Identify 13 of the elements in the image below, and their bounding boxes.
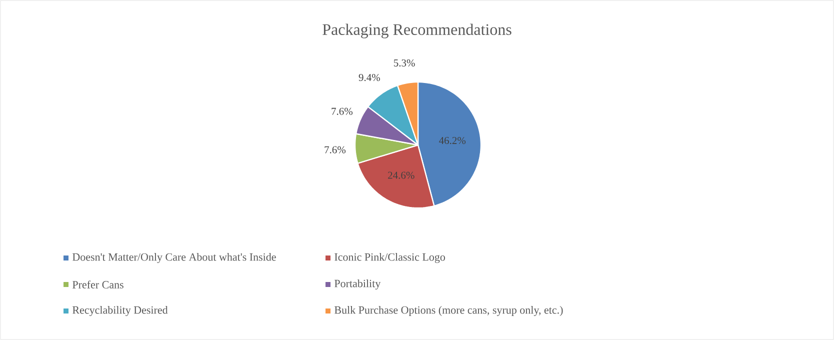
legend-label: Iconic Pink/Classic Logo xyxy=(334,253,446,263)
data-label: 9.4% xyxy=(358,74,380,82)
data-label: 46.2% xyxy=(439,136,466,144)
data-label: 7.6% xyxy=(332,108,353,115)
data-label: 7.6% xyxy=(324,146,346,154)
legend-label: Recyclability Desired xyxy=(72,306,168,316)
legend-label: Portability xyxy=(334,280,381,290)
data-label: 5.3% xyxy=(394,59,415,67)
legend-label: Doesn't Matter/Only Care About what's Inside xyxy=(72,253,276,263)
legend-label: Prefer Cans xyxy=(72,280,124,288)
data-label: 24.6% xyxy=(388,172,414,179)
chart-title: Packaging Recommendations xyxy=(322,24,512,38)
legend-label: Bulk Purchase Options (more cans, syrup only, etc.) xyxy=(334,306,563,316)
